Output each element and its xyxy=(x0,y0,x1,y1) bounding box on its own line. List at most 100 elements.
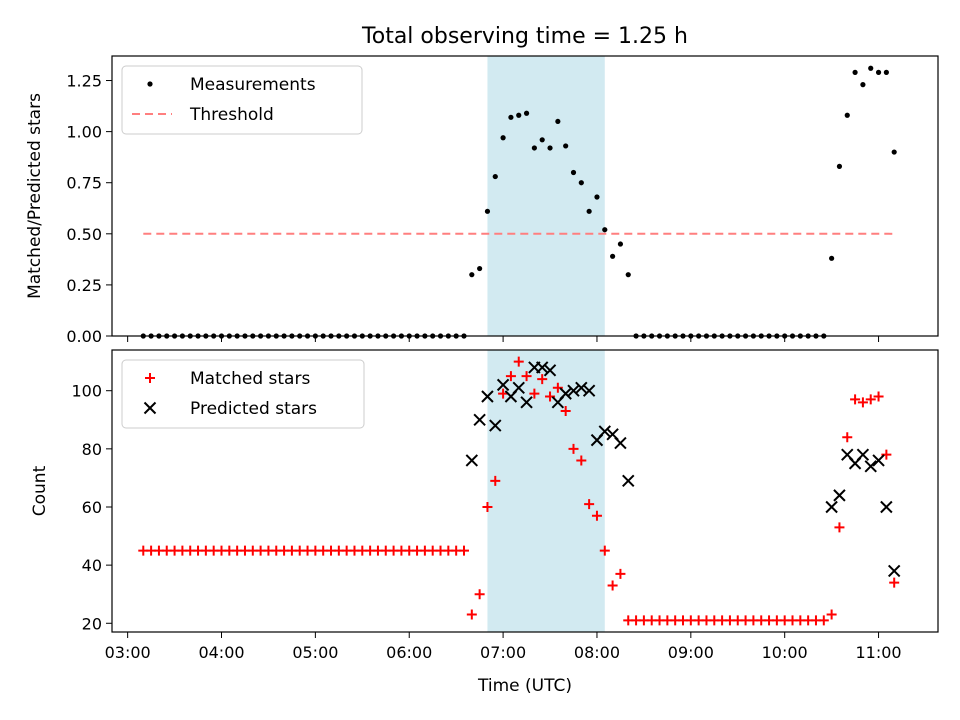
axes-frame xyxy=(111,55,939,337)
measurement-point xyxy=(226,333,232,339)
x-tick-label: 10:00 xyxy=(762,643,808,662)
y-axis-label: Count xyxy=(30,465,50,516)
predicted-star-point xyxy=(481,390,494,403)
measurement-point xyxy=(484,208,491,214)
matched-star-point xyxy=(865,394,876,405)
matched-star-point xyxy=(498,388,509,399)
y-tick-label: 0.25 xyxy=(66,276,102,295)
predicted-star-point xyxy=(496,378,510,392)
predicted-star-point xyxy=(614,436,627,450)
matched-star-point xyxy=(591,510,602,521)
predicted-star-point xyxy=(887,564,901,578)
measurement-point xyxy=(469,272,475,278)
measurement-point xyxy=(390,333,397,339)
measurement-point xyxy=(304,333,311,339)
measurement-point xyxy=(500,135,506,141)
y-tick-label: 0.00 xyxy=(66,327,102,346)
measurement-point xyxy=(422,333,428,339)
measurement-point xyxy=(742,333,749,339)
x-axis-label: Time (UTC) xyxy=(477,676,572,696)
matched-star-point xyxy=(834,522,845,533)
predicted-star-point xyxy=(489,419,502,432)
measurement-point xyxy=(829,255,835,261)
measurement-point xyxy=(852,69,858,75)
predicted-star-point xyxy=(582,384,596,397)
predicted-star-point xyxy=(575,381,588,395)
measurement-point xyxy=(836,163,843,169)
matched-star-point xyxy=(505,371,516,382)
measurement-point xyxy=(453,333,459,339)
measurement-point xyxy=(359,333,365,339)
measurement-point xyxy=(656,333,663,339)
measurement-point xyxy=(265,333,272,339)
measurement-point xyxy=(523,110,530,116)
measurement-point xyxy=(649,333,655,339)
matched-star-point xyxy=(615,568,626,579)
measurement-point xyxy=(539,137,545,143)
legend-entry-label: Predicted stars xyxy=(190,399,317,419)
matched-star-point xyxy=(474,589,485,600)
measurement-point xyxy=(195,333,201,339)
measurement-point xyxy=(312,333,318,339)
matched-star-point xyxy=(842,432,853,443)
measurement-point xyxy=(602,227,608,233)
measurement-point xyxy=(164,333,170,339)
measurement-point xyxy=(383,333,389,339)
predicted-star-point xyxy=(856,448,870,461)
bottom-panel: 03:00 04:00 05:00 06:00 07:00 08:00 09:00 10:00… xyxy=(30,349,939,662)
measurement-point xyxy=(797,333,803,339)
legend-measurement-swatch xyxy=(147,81,153,87)
measurement-point xyxy=(336,333,342,339)
measurement-point xyxy=(281,333,287,339)
matched-star-point xyxy=(521,371,532,382)
measurement-point xyxy=(750,333,757,339)
measurement-point xyxy=(625,272,631,278)
measurement-point xyxy=(555,118,561,125)
axes-frame xyxy=(111,349,939,633)
measurement-point xyxy=(774,333,780,339)
measurement-point xyxy=(813,333,819,339)
x-tick-label: 07:00 xyxy=(480,643,526,662)
predicted-star-point xyxy=(536,361,549,374)
matched-star-point xyxy=(490,475,501,486)
matched-star-point xyxy=(850,394,861,405)
measurement-point xyxy=(547,145,553,151)
measurement-point xyxy=(148,333,154,339)
measurement-point xyxy=(242,333,248,339)
matched-star-point xyxy=(537,374,548,385)
measurement-point xyxy=(727,333,733,339)
x-tick-label: 04:00 xyxy=(198,643,244,662)
measurement-point xyxy=(234,333,240,339)
measurement-point xyxy=(156,333,162,339)
matched-star-point xyxy=(857,397,868,408)
measurement-point xyxy=(641,333,647,339)
predicted-star-point xyxy=(864,460,877,473)
matched-star-point xyxy=(513,356,524,367)
matched-star-point xyxy=(873,391,884,402)
measurement-point xyxy=(328,333,334,339)
measurement-point xyxy=(250,333,256,339)
measurement-point xyxy=(570,169,577,176)
x-tick-label: 08:00 xyxy=(574,643,620,662)
measurement-point xyxy=(461,333,467,339)
measurement-point xyxy=(766,333,772,339)
predicted-star-point xyxy=(465,454,479,467)
matched-star-point xyxy=(482,501,493,512)
measurement-point xyxy=(179,333,185,339)
legend-box xyxy=(121,359,365,429)
measurement-point xyxy=(758,333,764,339)
predicted-star-point xyxy=(473,413,486,426)
y-tick-label: 60 xyxy=(82,498,102,517)
measurement-point xyxy=(860,82,866,88)
y-tick-label: 100 xyxy=(71,382,102,401)
predicted-star-point xyxy=(872,454,885,467)
measurement-point xyxy=(211,333,217,339)
predicted-star-point xyxy=(880,500,893,514)
measurement-point xyxy=(430,333,436,339)
measurement-point xyxy=(696,333,702,339)
matched-star-point xyxy=(458,545,469,556)
matched-star-point xyxy=(576,455,587,466)
measurement-point xyxy=(367,333,373,339)
matched-star-point xyxy=(599,545,610,556)
measurement-point xyxy=(171,333,178,339)
